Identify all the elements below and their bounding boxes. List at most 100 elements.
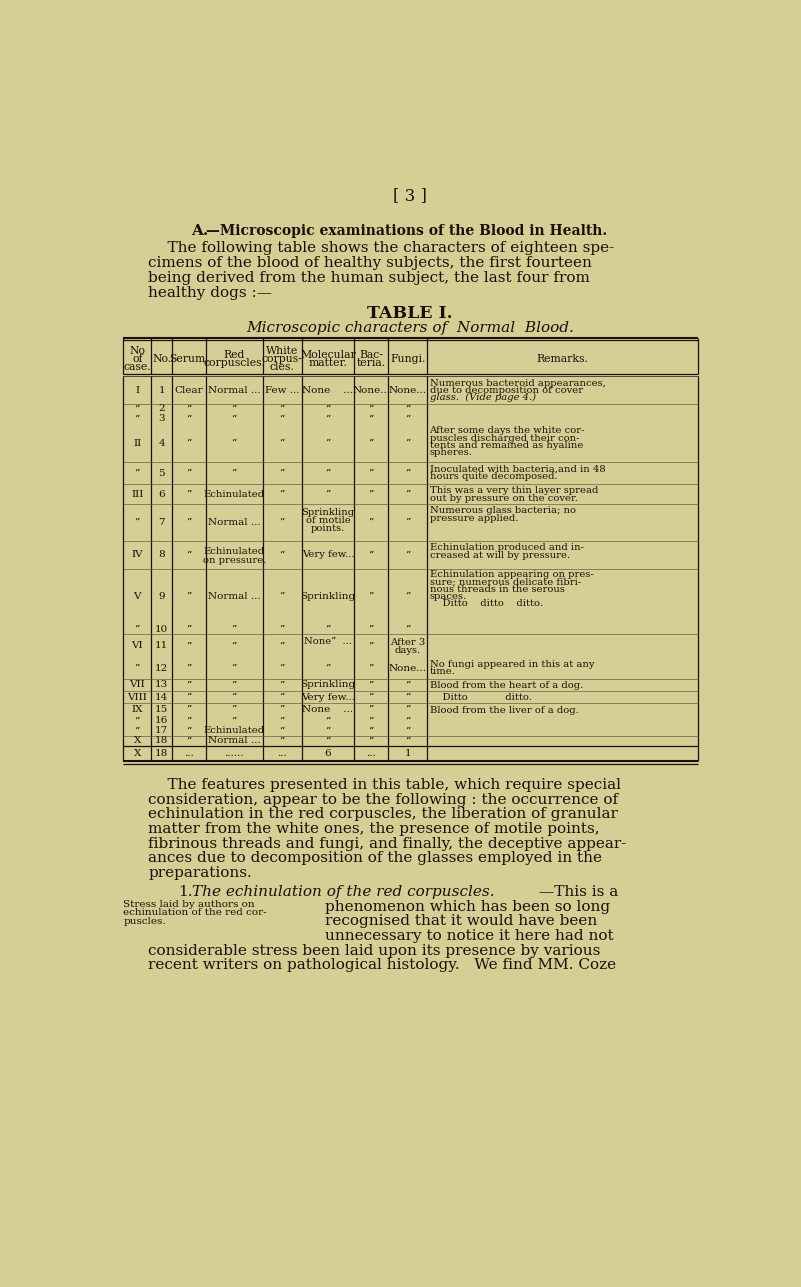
Text: Clear: Clear: [175, 386, 203, 395]
Text: TABLE I.: TABLE I.: [368, 305, 453, 322]
Text: IX: IX: [131, 705, 143, 714]
Text: I: I: [135, 386, 139, 395]
Text: ”: ”: [280, 717, 285, 726]
Text: creased at will by pressure.: creased at will by pressure.: [429, 551, 570, 560]
Text: ”: ”: [405, 692, 410, 701]
Text: ”: ”: [231, 717, 237, 726]
Text: ”: ”: [186, 551, 191, 560]
Text: 17: 17: [155, 726, 168, 735]
Text: 4: 4: [159, 439, 165, 448]
Text: 1.: 1.: [178, 885, 192, 900]
Text: 12: 12: [155, 664, 168, 673]
Text: ”: ”: [405, 517, 410, 526]
Text: ”: ”: [368, 641, 374, 650]
Text: ”: ”: [280, 404, 285, 413]
Text: 1: 1: [405, 749, 411, 758]
Text: ”: ”: [405, 624, 410, 633]
Text: ”: ”: [368, 692, 374, 701]
Text: spaces.: spaces.: [429, 592, 467, 601]
Text: 13: 13: [155, 681, 168, 690]
Text: ”: ”: [280, 414, 285, 423]
Text: Ditto    ditto    ditto.: Ditto ditto ditto.: [429, 600, 542, 609]
Text: ”: ”: [280, 705, 285, 714]
Text: Sprinkling: Sprinkling: [301, 508, 355, 517]
Text: ”: ”: [368, 439, 374, 448]
Text: 2: 2: [159, 404, 165, 413]
Text: III: III: [131, 489, 143, 498]
Text: Sprinkling: Sprinkling: [300, 681, 356, 690]
Text: consideration, appear to be the following : the occurrence of: consideration, appear to be the followin…: [148, 793, 618, 807]
Text: 18: 18: [155, 736, 168, 745]
Text: pressure applied.: pressure applied.: [429, 514, 518, 523]
Text: Blood from the heart of a dog.: Blood from the heart of a dog.: [429, 681, 583, 690]
Text: ”: ”: [231, 705, 237, 714]
Text: cles.: cles.: [270, 362, 295, 372]
Text: The following table shows the characters of eighteen spe-: The following table shows the characters…: [148, 241, 614, 255]
Text: ”: ”: [368, 517, 374, 526]
Text: ”: ”: [186, 681, 191, 690]
Text: puscles discharged their con-: puscles discharged their con-: [429, 434, 579, 443]
Text: VII: VII: [130, 681, 145, 690]
Text: IV: IV: [131, 551, 143, 560]
Text: ”: ”: [135, 624, 140, 633]
Text: Inoculated with bacteria,and in 48: Inoculated with bacteria,and in 48: [429, 465, 606, 474]
Text: ”: ”: [405, 717, 410, 726]
Text: None...: None...: [352, 386, 390, 395]
Text: None...: None...: [388, 664, 427, 673]
Text: matter from the white ones, the presence of motile points,: matter from the white ones, the presence…: [148, 822, 600, 837]
Text: ”: ”: [280, 681, 285, 690]
Text: ”: ”: [186, 439, 191, 448]
Text: ...: ...: [277, 749, 287, 758]
Text: ”: ”: [135, 468, 140, 477]
Text: ”: ”: [231, 439, 237, 448]
Text: Very few...: Very few...: [302, 551, 354, 560]
Text: ”: ”: [186, 404, 191, 413]
Text: ”: ”: [368, 681, 374, 690]
Text: Fungi.: Fungi.: [390, 354, 425, 364]
Text: After some days the white cor-: After some days the white cor-: [429, 426, 585, 435]
Text: ”: ”: [186, 664, 191, 673]
Text: Bac-: Bac-: [360, 350, 384, 360]
Text: VIII: VIII: [127, 692, 147, 701]
Text: ”: ”: [325, 489, 331, 498]
Text: ”: ”: [325, 664, 331, 673]
Text: White: White: [266, 346, 299, 356]
Text: considerable stress been laid upon its presence by various: considerable stress been laid upon its p…: [148, 943, 601, 958]
Text: ”: ”: [368, 414, 374, 423]
Text: ”: ”: [231, 414, 237, 423]
Text: ”: ”: [231, 692, 237, 701]
Text: ”: ”: [280, 551, 285, 560]
Text: 8: 8: [159, 551, 165, 560]
Text: VI: VI: [131, 641, 143, 650]
Text: A.: A.: [191, 224, 209, 238]
Text: No fungi appeared in this at any: No fungi appeared in this at any: [429, 659, 594, 668]
Text: ”: ”: [231, 681, 237, 690]
Text: 7: 7: [159, 517, 165, 526]
Text: corpuscles.: corpuscles.: [203, 358, 265, 368]
Text: days.: days.: [395, 646, 421, 655]
Text: ”: ”: [325, 726, 331, 735]
Text: ”: ”: [405, 736, 410, 745]
Text: Numerous bacteroid appearances,: Numerous bacteroid appearances,: [429, 378, 606, 387]
Text: Blood from the liver of a dog.: Blood from the liver of a dog.: [429, 705, 578, 714]
Text: ”: ”: [368, 592, 374, 601]
Text: 9: 9: [159, 592, 165, 601]
Text: X: X: [134, 749, 141, 758]
Text: ”: ”: [405, 681, 410, 690]
Text: healthy dogs :—: healthy dogs :—: [148, 286, 272, 300]
Text: ”: ”: [280, 468, 285, 477]
Text: Normal ...: Normal ...: [208, 736, 260, 745]
Text: ”: ”: [135, 717, 140, 726]
Text: ”: ”: [186, 717, 191, 726]
Text: ...: ...: [367, 749, 376, 758]
Text: ”: ”: [280, 726, 285, 735]
Text: ”: ”: [186, 592, 191, 601]
Text: ”: ”: [368, 404, 374, 413]
Text: 11: 11: [155, 641, 168, 650]
Text: ”: ”: [280, 641, 285, 650]
Text: Red: Red: [223, 350, 245, 360]
Text: ”: ”: [280, 592, 285, 601]
Text: Remarks.: Remarks.: [537, 354, 589, 364]
Text: No.: No.: [152, 354, 171, 364]
Text: ”: ”: [280, 439, 285, 448]
